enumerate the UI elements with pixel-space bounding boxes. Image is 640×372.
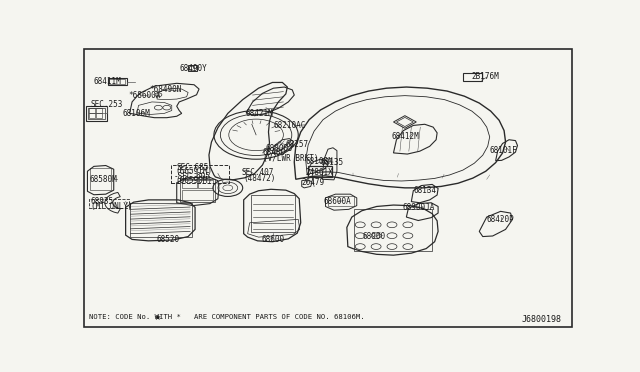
Text: ★: ★: [154, 313, 161, 322]
Text: 68600: 68600: [261, 235, 284, 244]
Text: 68210AC: 68210AC: [273, 121, 306, 130]
Text: 68480: 68480: [262, 148, 285, 157]
Bar: [171, 165, 229, 183]
Text: 68580M: 68580M: [90, 175, 118, 184]
Text: *68600A: *68600A: [129, 90, 161, 100]
Text: (66591M): (66591M): [176, 167, 212, 176]
Bar: [96, 108, 102, 113]
Text: 24861X: 24861X: [306, 168, 333, 177]
Text: 68600A: 68600A: [323, 197, 351, 206]
Text: (48472): (48472): [244, 174, 276, 183]
Text: (V/LWR BRKT): (V/LWR BRKT): [262, 154, 318, 163]
Bar: [89, 199, 129, 208]
Bar: [189, 66, 194, 70]
Text: 68800J: 68800J: [265, 144, 292, 153]
Text: 68411M: 68411M: [94, 77, 122, 86]
Text: 68420P: 68420P: [486, 215, 515, 224]
Text: SEC.685: SEC.685: [177, 163, 209, 172]
Bar: [182, 190, 213, 201]
Bar: [182, 180, 196, 189]
Text: 68421M: 68421M: [246, 109, 273, 118]
Text: 68101F: 68101F: [489, 146, 517, 155]
Text: 68412M: 68412M: [392, 132, 419, 141]
Bar: [198, 180, 213, 189]
Text: SEC.253: SEC.253: [91, 100, 124, 109]
Bar: [308, 166, 332, 177]
Text: 68135: 68135: [320, 158, 343, 167]
Bar: [96, 113, 102, 118]
Text: 68900: 68900: [363, 232, 386, 241]
Bar: [89, 113, 95, 118]
Bar: [109, 79, 125, 84]
Bar: [89, 108, 95, 113]
Text: 68106M: 68106M: [122, 109, 150, 118]
Text: 68134: 68134: [413, 186, 436, 195]
Bar: [354, 209, 432, 251]
Text: 68490Y: 68490Y: [179, 64, 207, 73]
Text: 68108N: 68108N: [306, 157, 333, 166]
Text: 68900JA: 68900JA: [403, 203, 435, 212]
Text: -SEC.605: -SEC.605: [173, 172, 211, 181]
Bar: [90, 168, 111, 190]
Bar: [88, 108, 106, 119]
Text: 68935: 68935: [91, 197, 114, 206]
Bar: [463, 73, 482, 81]
Text: SEC.407: SEC.407: [242, 169, 274, 177]
Text: (66590M): (66590M): [176, 176, 212, 186]
Text: (MT ONLY): (MT ONLY): [91, 202, 132, 211]
Text: 26479: 26479: [301, 178, 325, 187]
Bar: [251, 195, 295, 232]
Text: NOTE: CODE No. WITH *   ARE COMPONENT PARTS OF CODE NO. 68106M.: NOTE: CODE No. WITH * ARE COMPONENT PART…: [89, 314, 365, 320]
Bar: [129, 203, 191, 237]
Text: 2B176M: 2B176M: [472, 72, 500, 81]
Bar: [180, 179, 215, 202]
Text: 68520: 68520: [157, 235, 180, 244]
Text: *68490N: *68490N: [150, 85, 182, 94]
Text: J6800198: J6800198: [521, 315, 561, 324]
Text: 68257: 68257: [286, 140, 309, 150]
Bar: [328, 196, 354, 206]
